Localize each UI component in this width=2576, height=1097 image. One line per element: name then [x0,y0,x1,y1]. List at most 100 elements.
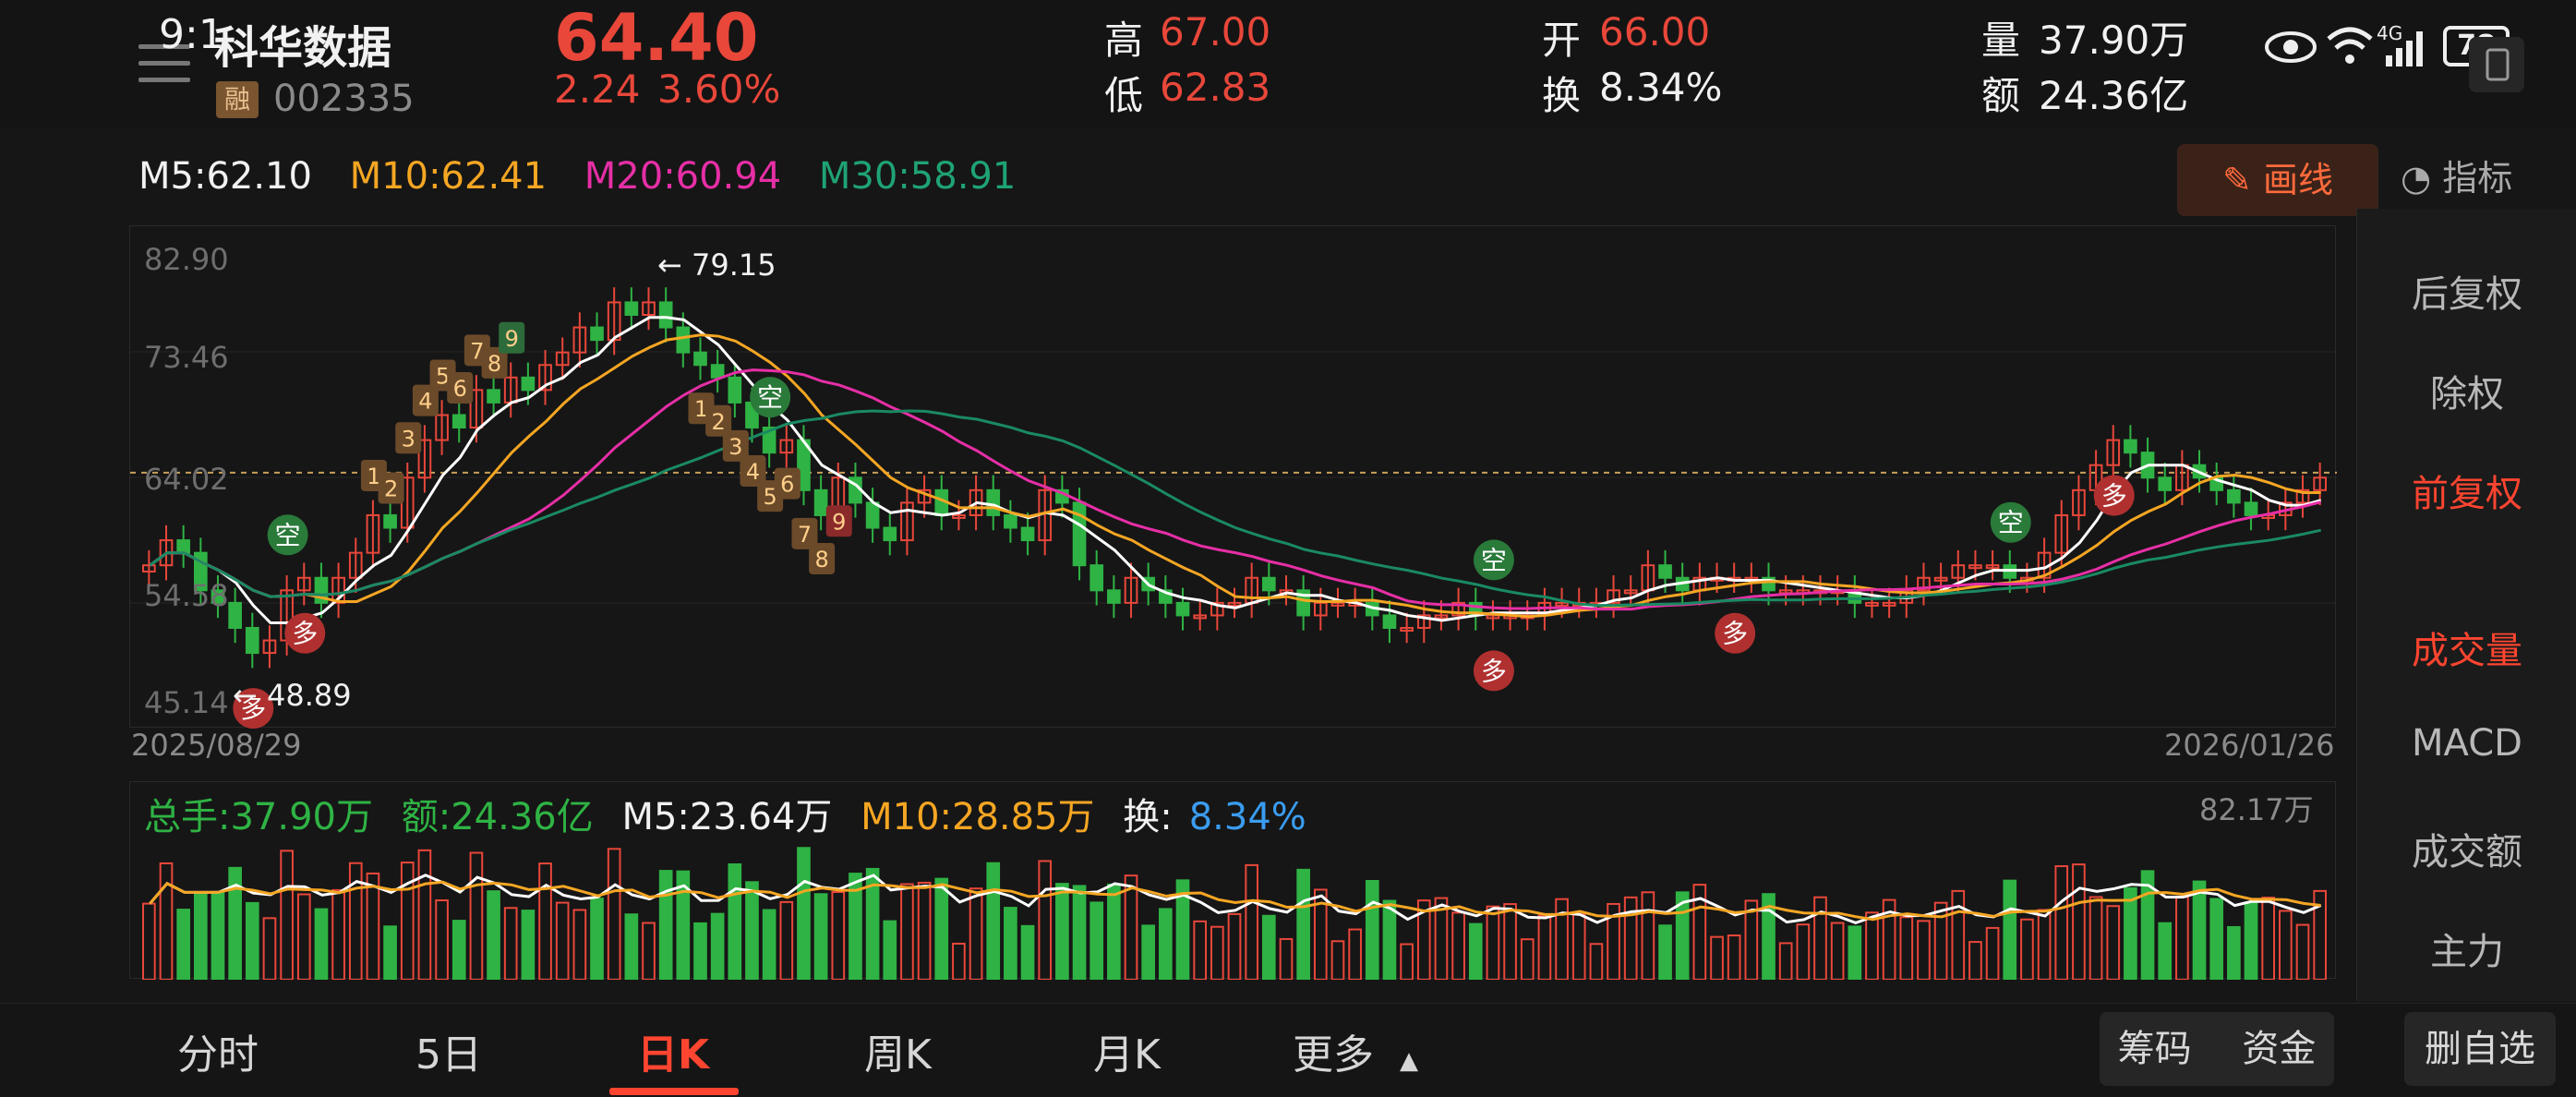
volume-bar [314,908,329,980]
option-macd[interactable]: MACD [2412,722,2522,765]
candle [572,326,587,354]
ma-m10-line [149,333,2321,619]
td-up-marker [378,472,404,504]
candle [228,601,242,629]
start-date: 2025/08/29 [131,728,302,763]
tab-intraday[interactable]: 分时 [177,1031,259,1079]
candle [383,513,397,529]
high-label: 高 [1104,18,1144,63]
wifi-icon [2327,27,2373,64]
volume-svg [142,847,2328,980]
volume-bar [1778,942,1793,980]
candle [693,351,707,367]
funds-button[interactable]: 资金 [2242,1028,2317,1070]
volume-bar [1313,888,1328,980]
indicator-label: 指标 [2442,158,2513,199]
candle [676,326,691,354]
volume-bar [331,888,345,980]
volume-bar [142,902,156,980]
volume-legend: 总手:37.90万 额:24.36亿 M5:23.64万 M10:28.85万 … [144,787,1323,840]
td-down-number: 4 [746,459,760,485]
volume-bar [1296,868,1310,980]
volume-bar [2261,897,2276,980]
td-up-marker [447,372,474,404]
volume-bar [1107,883,1121,980]
volume-bar [952,942,966,980]
candle [176,539,190,554]
td-down-number: 7 [798,522,812,548]
volume-bar [710,912,725,980]
tab-monthly-k[interactable]: 月K [1093,1031,1161,1079]
td-up-marker [481,346,508,379]
candle [469,389,484,429]
volume-bar [159,862,174,980]
status-time: 9:1 [159,11,224,58]
volume-bar [2279,910,2293,980]
candle [986,488,1001,516]
indicator-button[interactable]: ◔ 指标 [2401,150,2512,200]
y-tick: 73.46 [144,340,229,375]
buy-signal-text: 多 [1722,619,1748,649]
sell-signal-badge [1473,539,1514,581]
amount-label: 额 [1981,73,2021,118]
volume-bar [2140,870,2155,980]
remove-watchlist-button[interactable]: 删自选 [2404,1012,2556,1086]
candle [245,626,259,655]
volume-bar [503,907,518,980]
rotate-icon [2486,48,2510,81]
td-down-number: 3 [728,434,742,460]
candle [658,301,673,329]
ma20-label: M20:60.94 [584,155,782,198]
volume-bar [2106,905,2121,980]
chips-button[interactable]: 筹码 [2117,1028,2192,1070]
candle [1985,564,2000,570]
arrow-left-icon: ← [657,247,692,283]
volume-bar [2088,896,2103,980]
chips-funds-group: 筹码 资金 [2100,1012,2334,1086]
volume-bar [2227,925,2241,980]
volume-chart[interactable] [129,781,2336,980]
candle [2106,439,2121,466]
y-tick: 45.14 [144,685,229,720]
option-pre-adjusted[interactable]: 前复权 [2412,473,2522,515]
volume-turnover: 8.34% [1188,796,1306,838]
option-volume[interactable]: 成交量 [2412,630,2522,672]
tab-more[interactable]: 更多 ▲ [1293,1031,1418,1079]
volume-bar [1486,905,1500,980]
volume-bar [1623,896,1638,980]
ma-m30-line [149,409,2321,608]
volume-bar [1917,920,1931,980]
volume-bar [1933,901,1948,980]
volume-bar [2003,879,2017,980]
candle [642,301,656,317]
candle [2313,476,2328,491]
candle [728,376,742,404]
sell-signal-badge [1990,501,2031,543]
volume-bar [2244,901,2258,980]
volume-bar [1261,914,1276,980]
volume-bar [1365,879,1379,980]
tab-weekly-k[interactable]: 周K [864,1031,932,1079]
draw-line-button[interactable]: ✎ 画线 [2177,144,2378,216]
volume-bar [2020,918,2034,980]
option-post-adjusted[interactable]: 后复权 [2412,273,2522,316]
option-amount[interactable]: 成交额 [2412,831,2522,874]
volume-bar [1020,924,1035,980]
volume-bar [607,848,621,980]
candle [1089,564,1104,592]
candle [590,326,604,342]
screen-rotate-button[interactable] [2469,37,2524,92]
tab-daily-k[interactable]: 日K [637,1031,710,1079]
volume-bar [624,913,639,980]
volume-bar [1330,940,1345,980]
sell-signal-badge [750,377,791,418]
option-ex-rights[interactable]: 除权 [2430,373,2504,416]
menu-icon[interactable] [138,44,190,87]
option-main-force[interactable]: 主力 [2430,931,2504,973]
signal-icon [2386,31,2423,66]
tab-5day[interactable]: 5日 [415,1031,482,1079]
volume-bar [417,849,432,980]
td-down-number: 1 [694,396,708,422]
